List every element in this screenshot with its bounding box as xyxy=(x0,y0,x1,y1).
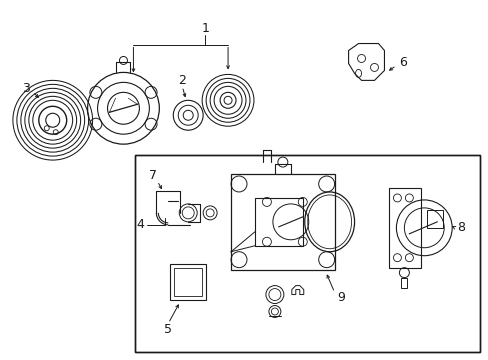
Text: 5: 5 xyxy=(164,323,172,336)
Text: 2: 2 xyxy=(178,74,186,87)
Bar xyxy=(174,268,202,296)
Bar xyxy=(230,174,334,270)
Bar xyxy=(427,210,442,228)
Text: 4: 4 xyxy=(136,218,144,231)
Bar xyxy=(401,278,407,288)
Text: 6: 6 xyxy=(399,56,407,69)
Bar xyxy=(170,264,206,300)
Text: 8: 8 xyxy=(456,221,464,234)
Text: 9: 9 xyxy=(337,291,345,304)
Text: 3: 3 xyxy=(22,82,30,95)
Bar xyxy=(254,198,302,246)
Text: 7: 7 xyxy=(149,168,157,181)
Text: 1: 1 xyxy=(201,22,209,35)
Bar xyxy=(135,155,479,352)
Bar xyxy=(388,188,421,268)
Bar xyxy=(135,155,479,352)
